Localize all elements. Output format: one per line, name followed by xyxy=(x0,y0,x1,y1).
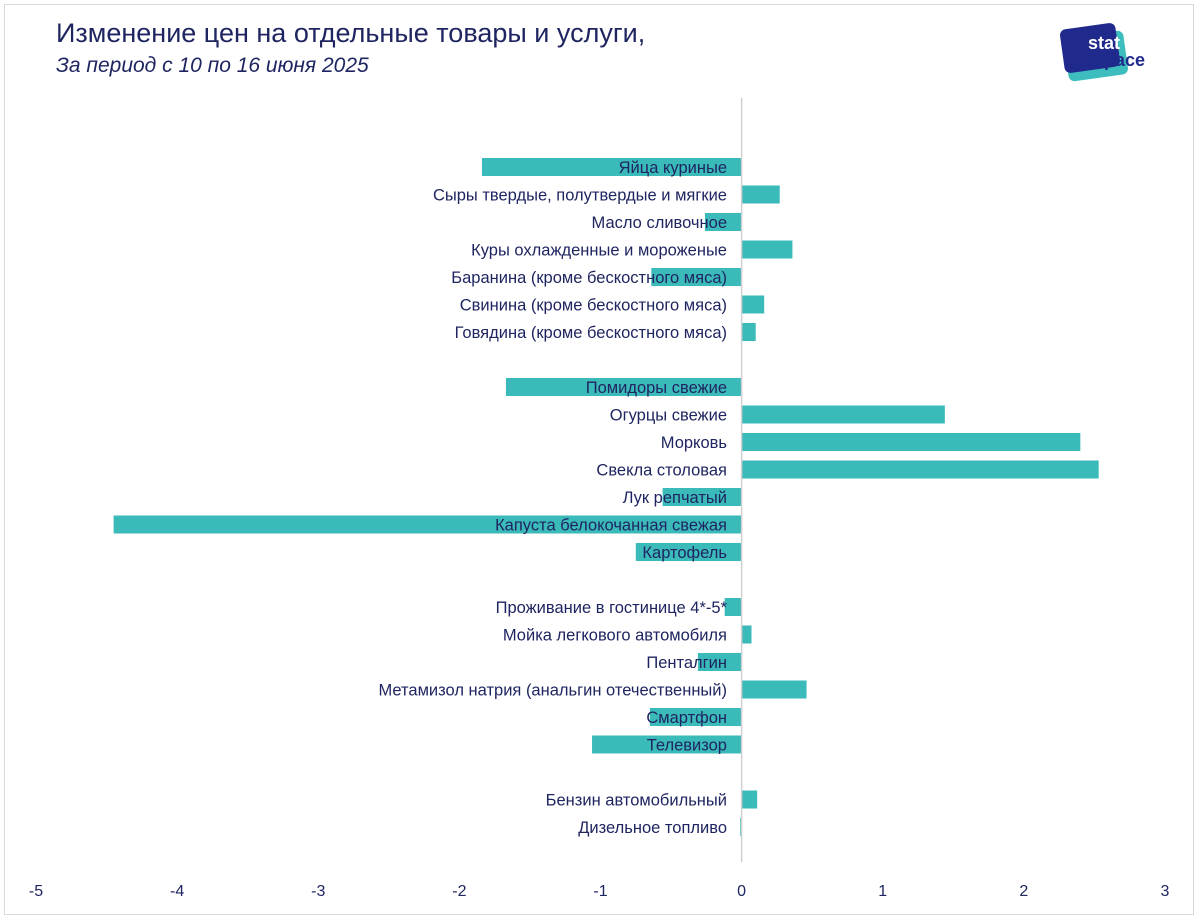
x-tick-label: -2 xyxy=(452,883,466,900)
bar xyxy=(741,790,758,809)
category-label: Смартфон xyxy=(646,709,727,727)
category-label: Пенталгин xyxy=(646,654,727,672)
bar xyxy=(505,378,742,396)
bar xyxy=(741,460,1099,479)
bar xyxy=(481,158,742,176)
x-tick-label: -5 xyxy=(29,883,43,900)
bar xyxy=(741,625,752,644)
category-label: Яйца куриные xyxy=(619,159,727,177)
bar xyxy=(651,268,742,286)
x-tick-label: 2 xyxy=(1019,883,1028,900)
category-labels-layer: Яйца куриные Сыры твердые, полутвердые и … xyxy=(378,159,727,837)
category-label: Свекла столовая xyxy=(596,462,727,480)
category-label: Дизельное топливо xyxy=(578,819,727,837)
statspace-logo: stat space xyxy=(1059,23,1145,82)
category-label: Огурцы свежие xyxy=(610,407,727,425)
bars-layer xyxy=(113,158,1099,836)
category-label: Картофель xyxy=(642,544,727,562)
x-tick-label: 1 xyxy=(878,883,887,900)
category-label: Сыры твердые, полутвердые и мягкие xyxy=(433,187,727,205)
x-tick-label: -3 xyxy=(311,883,325,900)
category-label: Мойка легкового автомобиля xyxy=(503,627,727,645)
category-label: Помидоры свежие xyxy=(586,379,727,397)
x-tick-label: 0 xyxy=(737,883,746,900)
logo-text-line1: stat xyxy=(1088,33,1120,53)
bar xyxy=(741,433,1081,451)
bar xyxy=(741,185,780,204)
bar xyxy=(592,735,742,754)
bar xyxy=(724,598,742,616)
x-tick-label: 3 xyxy=(1161,883,1170,900)
bar xyxy=(741,405,945,424)
bar xyxy=(741,323,756,341)
category-label: Капуста белокочанная свежая xyxy=(495,517,727,535)
bar xyxy=(649,708,742,726)
x-tick-label: -1 xyxy=(593,883,607,900)
bar xyxy=(697,653,742,671)
bar xyxy=(113,515,742,534)
chart-title: Изменение цен на отдельные товары и услу… xyxy=(56,18,646,48)
bar xyxy=(704,213,742,231)
category-label: Метамизол натрия (анальгин отечественный… xyxy=(378,682,727,700)
x-tick-label: -4 xyxy=(170,883,184,900)
category-label: Свинина (кроме бескостного мяса) xyxy=(460,297,727,315)
bar xyxy=(741,295,765,314)
category-label: Баранина (кроме бескостного мяса) xyxy=(451,269,727,287)
category-label: Телевизор xyxy=(647,737,727,755)
chart-frame xyxy=(4,4,1194,915)
category-label: Бензин автомобильный xyxy=(546,792,727,810)
logo-dark-shape xyxy=(1059,23,1121,73)
bar xyxy=(635,543,742,561)
category-label: Лук репчатый xyxy=(623,489,727,507)
category-label: Масло сливочное xyxy=(592,214,727,232)
logo-text-line2: space xyxy=(1094,50,1145,70)
x-tick-labels-layer: -5 -4 -3 -2 -1 0 1 2 3 xyxy=(29,883,1170,900)
category-label: Морковь xyxy=(661,434,727,452)
bar xyxy=(662,488,742,506)
bar xyxy=(741,240,793,259)
chart-subtitle: За период с 10 по 16 июня 2025 xyxy=(56,54,369,77)
category-label: Проживание в гостинице 4*-5* xyxy=(496,599,728,617)
bar xyxy=(741,680,807,699)
category-label: Куры охлажденные и мороженые xyxy=(471,242,727,260)
category-label: Говядина (кроме бескостного мяса) xyxy=(455,324,727,342)
